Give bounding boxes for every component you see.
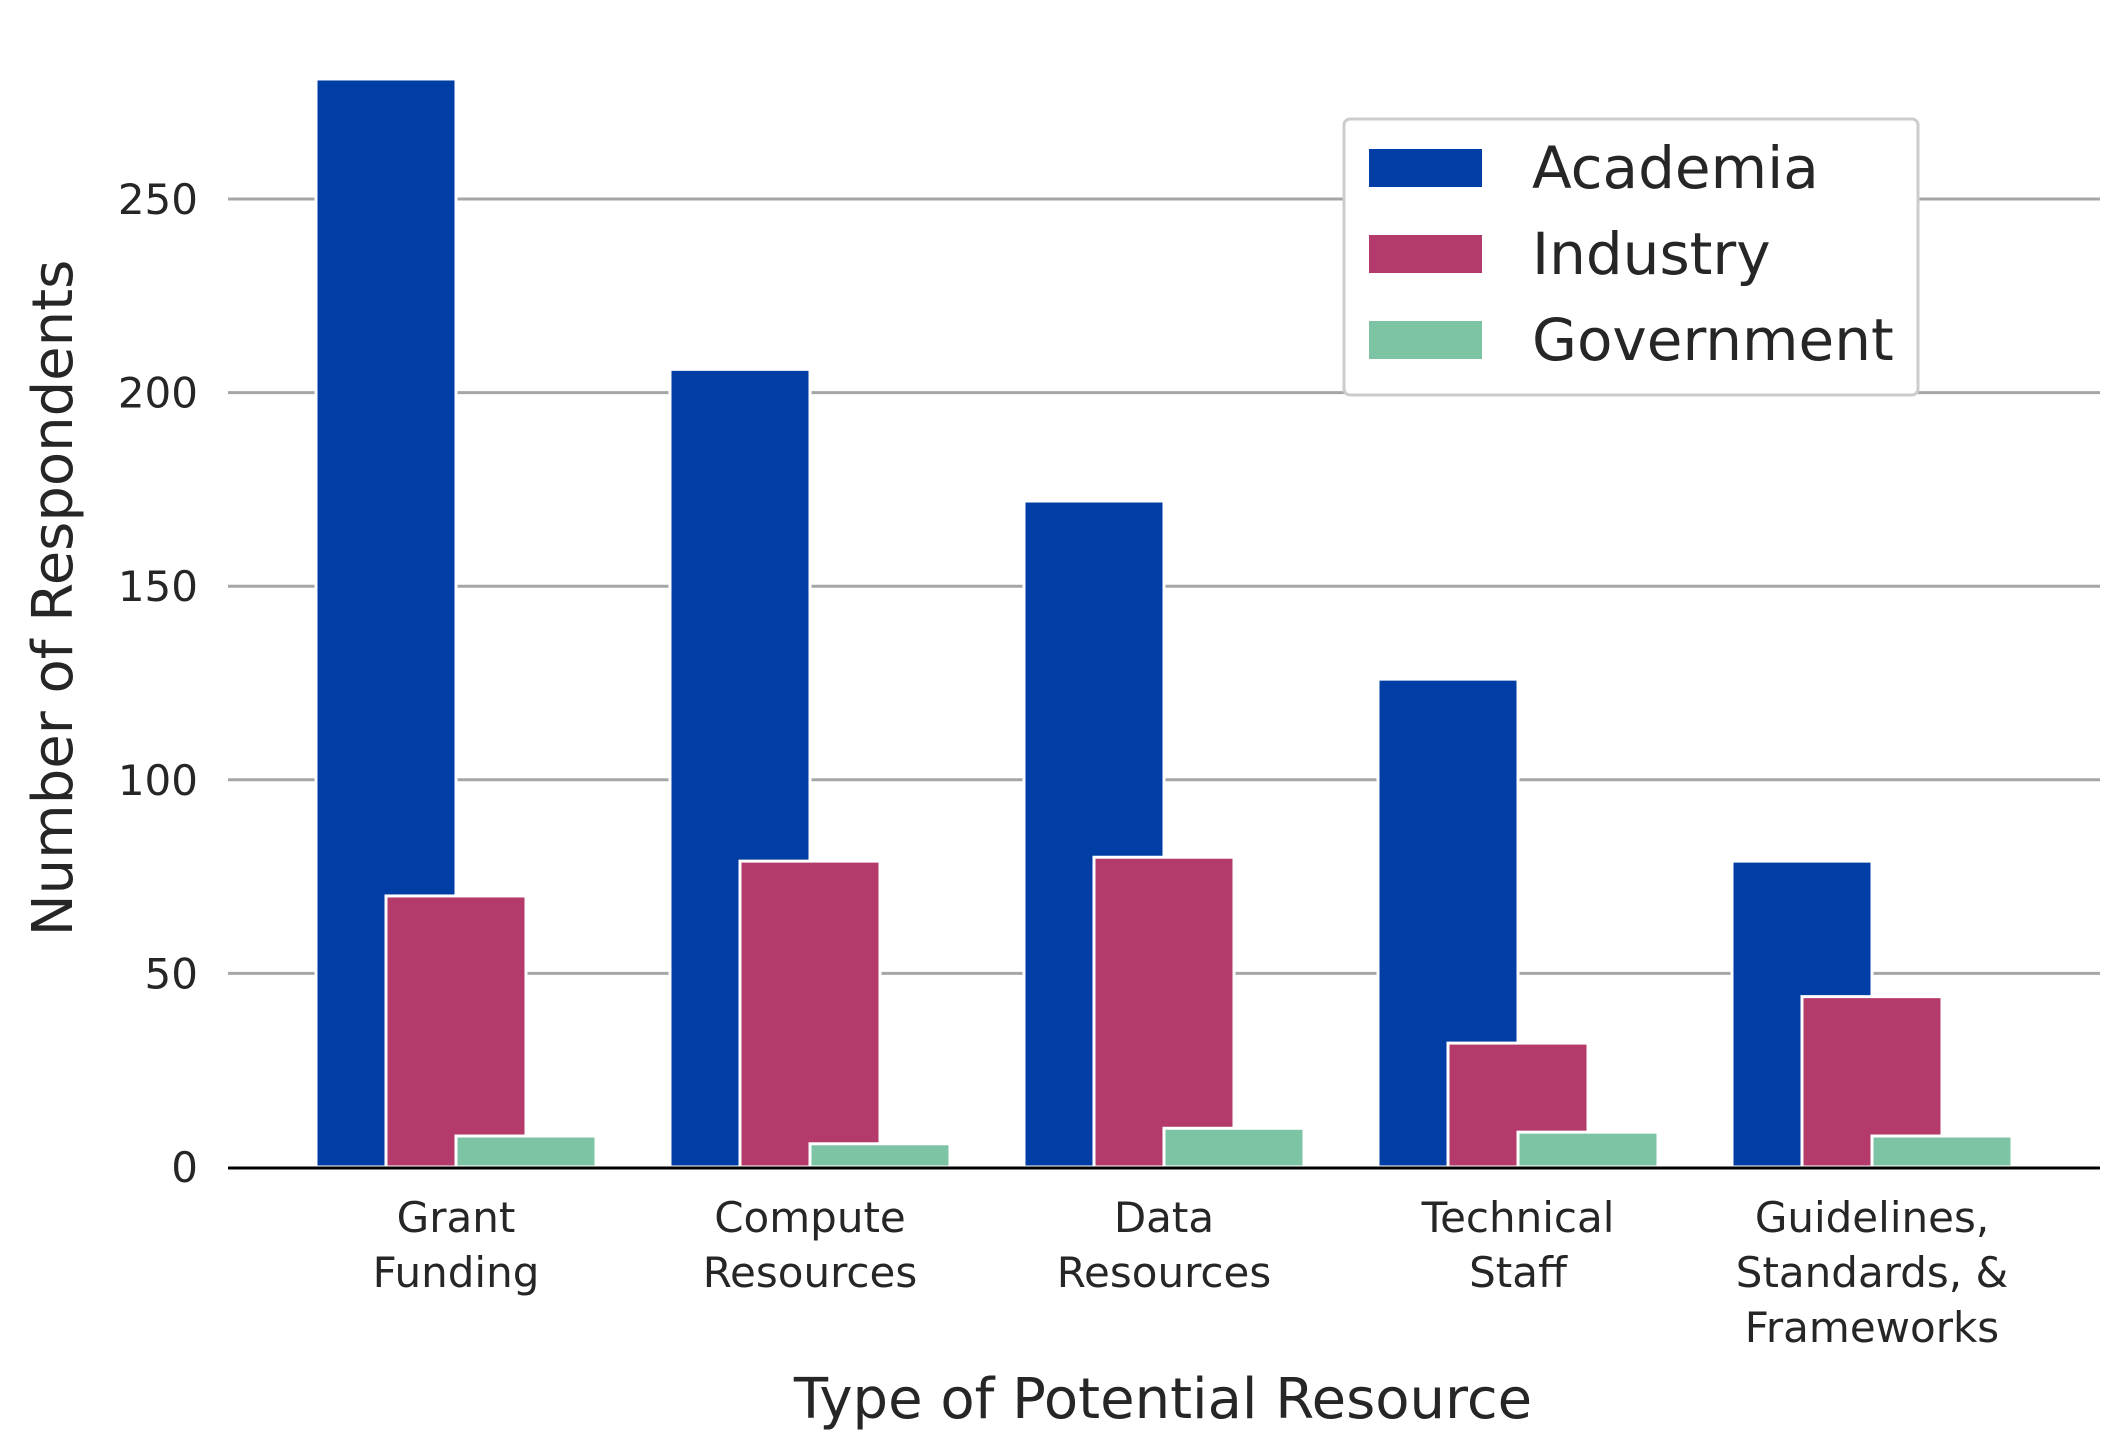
x-tick-label: Technical Staff	[1421, 1193, 1615, 1297]
legend-label-academia: Academia	[1532, 134, 1819, 202]
legend-swatch-academia	[1369, 149, 1482, 187]
bar-government-2	[1162, 1126, 1306, 1169]
legend-label-government: Government	[1532, 306, 1894, 374]
y-axis-title: Number of Respondents	[21, 260, 86, 936]
y-tick-label: 50	[145, 949, 198, 998]
x-tick-label-line: Resources	[1057, 1248, 1272, 1297]
bar-industry-1	[738, 859, 882, 1169]
x-tick-label-line: Frameworks	[1745, 1303, 1999, 1352]
y-tick-label: 200	[118, 369, 198, 418]
bar-government-1	[808, 1142, 952, 1169]
x-tick-label-line: Standards, &	[1736, 1248, 2008, 1297]
legend: Academia Industry Government	[1342, 117, 1920, 397]
x-tick-label-line: Staff	[1469, 1248, 1568, 1297]
x-axis-title: Type of Potential Resource	[793, 1367, 1532, 1432]
y-tick-label: 0	[171, 1143, 198, 1192]
y-tick-label: 100	[118, 756, 198, 805]
x-tick-label-line: Data	[1114, 1193, 1214, 1242]
x-tick-label-line: Compute	[714, 1193, 906, 1242]
x-tick-label-line: Guidelines,	[1755, 1193, 1989, 1242]
legend-label-industry: Industry	[1532, 220, 1771, 288]
y-tick-label: 250	[118, 175, 198, 224]
x-tick-labels: Grant Funding Compute Resources Data Resource…	[373, 1193, 2009, 1352]
y-tick-labels: 0 50 100 150 200 250	[118, 175, 198, 1192]
x-tick-label-line: Grant	[397, 1193, 516, 1242]
legend-swatch-government	[1369, 321, 1482, 359]
x-tick-label: Guidelines, Standards, & Frameworks	[1736, 1193, 2008, 1352]
bar-industry-0	[384, 894, 528, 1169]
x-tick-label-line: Resources	[703, 1248, 918, 1297]
legend-swatch-industry	[1369, 235, 1482, 273]
legend-items: Academia Industry Government	[1369, 134, 1894, 374]
bar-government-4	[1870, 1134, 2014, 1169]
legend-box	[1342, 117, 1920, 397]
bar-government-0	[454, 1134, 598, 1169]
x-tick-label-line: Funding	[373, 1248, 540, 1297]
y-tick-label: 150	[118, 562, 198, 611]
x-tick-label-line: Technical	[1421, 1193, 1615, 1242]
x-tick-label: Grant Funding	[373, 1193, 540, 1297]
x-tick-label: Data Resources	[1057, 1193, 1272, 1297]
bar-industry-2	[1092, 855, 1236, 1169]
x-tick-label: Compute Resources	[703, 1193, 918, 1297]
bars	[314, 77, 2014, 1169]
bar-government-3	[1516, 1130, 1660, 1169]
